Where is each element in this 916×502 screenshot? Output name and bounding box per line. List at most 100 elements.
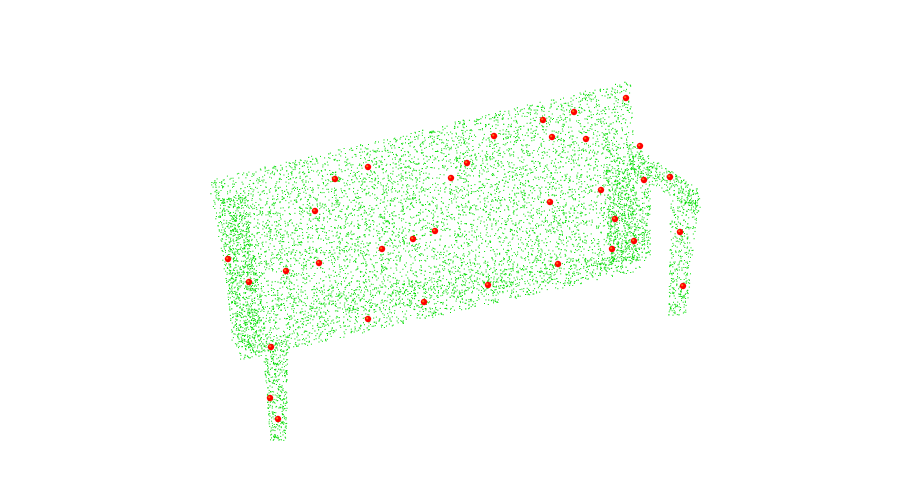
cloud-point — [389, 216, 391, 217]
cloud-point — [297, 260, 299, 262]
cloud-point — [584, 97, 586, 99]
cloud-point — [419, 246, 421, 248]
cloud-point — [631, 152, 633, 154]
cloud-point — [384, 280, 385, 282]
cloud-point — [353, 261, 355, 263]
cloud-point — [259, 194, 261, 196]
cloud-point — [573, 154, 575, 156]
cloud-point — [468, 212, 470, 213]
cloud-point — [404, 227, 406, 229]
cloud-point — [470, 188, 472, 190]
cloud-point — [358, 209, 360, 211]
cloud-point — [247, 303, 249, 305]
cloud-point — [392, 183, 394, 185]
cloud-point — [263, 349, 265, 351]
cloud-point — [288, 282, 290, 284]
cloud-point — [578, 194, 580, 196]
cloud-point — [302, 204, 304, 206]
cloud-point — [390, 176, 391, 178]
cloud-point — [563, 206, 565, 208]
cloud-point — [489, 156, 490, 158]
cloud-point — [414, 295, 416, 297]
cloud-point — [539, 123, 541, 125]
cloud-point — [600, 165, 602, 167]
cloud-point — [567, 151, 569, 153]
cloud-point — [556, 217, 558, 219]
cloud-point — [281, 246, 283, 248]
cloud-point — [364, 147, 366, 149]
cloud-point — [392, 212, 394, 214]
cloud-point — [553, 141, 555, 143]
cloud-point — [374, 172, 376, 174]
cloud-point — [358, 289, 360, 291]
cloud-point — [474, 230, 476, 232]
cloud-point — [233, 268, 235, 270]
cloud-point — [588, 137, 590, 139]
cloud-point — [429, 307, 431, 309]
cloud-point — [390, 239, 392, 241]
cloud-point — [434, 289, 436, 291]
cloud-point — [547, 221, 548, 223]
cloud-point — [292, 232, 294, 234]
cloud-point — [594, 123, 596, 125]
cloud-point — [563, 126, 564, 128]
cloud-point — [598, 145, 599, 147]
cloud-point — [532, 160, 534, 162]
cloud-point — [510, 268, 511, 270]
cloud-point — [408, 251, 409, 253]
cloud-point — [392, 167, 394, 169]
cloud-point — [593, 169, 595, 171]
cloud-point — [248, 305, 250, 307]
cloud-point — [539, 217, 540, 219]
cloud-point — [318, 194, 319, 196]
cloud-point — [244, 315, 246, 317]
cloud-point — [409, 195, 411, 197]
cloud-point — [251, 319, 253, 321]
cloud-point — [305, 268, 307, 270]
cloud-point — [615, 267, 617, 269]
cloud-point — [276, 235, 278, 237]
cloud-point — [554, 231, 556, 233]
cloud-point — [255, 244, 257, 245]
cloud-point — [503, 138, 504, 140]
cloud-point — [253, 274, 255, 276]
cloud-point — [345, 325, 346, 327]
cloud-point — [300, 312, 302, 314]
cloud-point — [515, 202, 517, 204]
cloud-point — [455, 156, 457, 158]
cloud-point — [531, 253, 532, 255]
cloud-point — [239, 233, 241, 235]
cloud-point — [604, 218, 606, 220]
cloud-point — [387, 231, 389, 233]
cloud-point — [494, 160, 496, 162]
cloud-point — [489, 165, 491, 167]
cloud-point — [401, 143, 402, 145]
cloud-point — [322, 262, 324, 264]
cloud-point — [457, 269, 459, 271]
cloud-point — [308, 194, 310, 196]
cloud-point — [410, 178, 412, 180]
cloud-point — [437, 301, 439, 302]
cloud-point — [625, 90, 627, 92]
cloud-point — [528, 259, 530, 261]
cloud-point — [574, 274, 576, 276]
cloud-point — [333, 204, 335, 206]
cloud-point — [580, 246, 581, 248]
cloud-point — [430, 212, 432, 214]
cloud-point — [607, 212, 609, 214]
cloud-point — [360, 158, 362, 159]
cloud-point — [440, 209, 442, 211]
cloud-point — [570, 207, 572, 209]
cloud-point — [597, 131, 599, 133]
cloud-point — [367, 289, 368, 291]
cloud-point — [586, 159, 588, 161]
cloud-point — [312, 189, 314, 191]
cloud-point — [558, 131, 560, 133]
cloud-point — [457, 205, 459, 207]
cloud-point — [499, 287, 501, 289]
cloud-point — [348, 225, 350, 227]
cloud-point — [429, 277, 431, 279]
cloud-point — [368, 310, 370, 312]
